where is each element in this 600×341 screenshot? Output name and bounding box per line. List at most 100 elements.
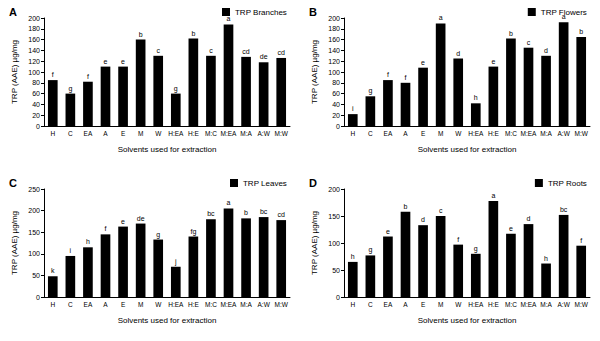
svg-text:A:W: A:W [258, 130, 271, 137]
svg-text:TRP (AAE) µg/mg: TRP (AAE) µg/mg [310, 211, 319, 275]
svg-text:b: b [244, 209, 248, 216]
svg-text:i: i [70, 247, 72, 254]
svg-text:M:C: M:C [205, 130, 217, 137]
svg-text:EA: EA [84, 301, 93, 308]
svg-text:140: 140 [328, 47, 340, 54]
svg-text:f: f [580, 237, 582, 244]
svg-text:200: 200 [328, 15, 340, 22]
svg-text:h: h [544, 255, 548, 262]
svg-text:d: d [527, 215, 531, 222]
svg-text:120: 120 [328, 58, 340, 65]
svg-text:D: D [309, 177, 317, 189]
svg-text:M:C: M:C [205, 301, 217, 308]
svg-text:b: b [191, 30, 195, 37]
svg-text:g: g [368, 87, 372, 95]
svg-text:120: 120 [28, 58, 40, 65]
svg-text:M:C: M:C [505, 301, 517, 308]
svg-text:EA: EA [384, 130, 393, 137]
svg-text:M:EA: M:EA [221, 301, 238, 308]
svg-text:80: 80 [332, 79, 340, 86]
svg-text:f: f [457, 236, 459, 243]
svg-text:H:EA: H:EA [468, 301, 484, 308]
svg-text:C: C [68, 130, 73, 137]
svg-text:60: 60 [32, 90, 40, 97]
svg-text:d: d [456, 50, 460, 57]
svg-text:M:W: M:W [575, 130, 589, 137]
svg-text:H: H [50, 301, 55, 308]
svg-text:b: b [404, 203, 408, 210]
svg-text:M:EA: M:EA [521, 301, 538, 308]
svg-text:M:A: M:A [240, 301, 252, 308]
svg-text:Solvents used for extraction: Solvents used for extraction [118, 145, 217, 154]
svg-text:M:A: M:A [540, 130, 552, 137]
svg-text:c: c [439, 207, 443, 214]
svg-text:H:E: H:E [188, 301, 200, 308]
svg-text:cd: cd [278, 49, 286, 56]
svg-text:g: g [68, 85, 72, 93]
svg-text:100: 100 [28, 250, 40, 257]
svg-text:H:E: H:E [488, 301, 500, 308]
svg-text:W: W [155, 301, 162, 308]
svg-text:e: e [421, 59, 425, 66]
svg-text:de: de [137, 215, 145, 222]
svg-text:160: 160 [28, 36, 40, 43]
svg-text:c: c [209, 47, 213, 54]
svg-text:H:EA: H:EA [168, 130, 184, 137]
svg-text:c: c [527, 39, 531, 46]
svg-text:f: f [87, 73, 89, 80]
svg-text:200: 200 [28, 15, 40, 22]
svg-text:a: a [227, 199, 231, 206]
svg-text:TRP (AAE) µg/mg: TRP (AAE) µg/mg [10, 40, 19, 104]
svg-text:H:EA: H:EA [468, 130, 484, 137]
svg-text:M:W: M:W [275, 130, 289, 137]
svg-text:bc: bc [260, 208, 268, 215]
svg-text:A:W: A:W [258, 301, 271, 308]
svg-text:bc: bc [560, 206, 568, 213]
svg-text:C: C [68, 301, 73, 308]
svg-text:g: g [368, 246, 372, 254]
svg-text:20: 20 [32, 112, 40, 119]
svg-text:E: E [421, 130, 426, 137]
svg-text:100: 100 [328, 69, 340, 76]
svg-text:e: e [104, 58, 108, 65]
svg-text:E: E [421, 301, 426, 308]
svg-text:0: 0 [336, 294, 340, 301]
svg-text:M:A: M:A [240, 130, 252, 137]
svg-text:200: 200 [28, 207, 40, 214]
svg-text:bc: bc [207, 210, 215, 217]
svg-text:100: 100 [28, 69, 40, 76]
svg-text:i: i [352, 105, 354, 112]
svg-text:H:E: H:E [188, 130, 200, 137]
svg-text:A:W: A:W [558, 130, 571, 137]
svg-text:TRP Branches: TRP Branches [235, 8, 287, 17]
svg-text:H: H [350, 301, 355, 308]
svg-text:W: W [155, 130, 162, 137]
svg-text:0: 0 [336, 123, 340, 130]
svg-text:e: e [121, 58, 125, 65]
svg-text:180: 180 [328, 25, 340, 32]
svg-text:M: M [438, 301, 443, 308]
svg-text:f: f [405, 74, 407, 81]
svg-text:h: h [474, 94, 478, 101]
svg-text:M: M [138, 301, 143, 308]
svg-text:Solvents used for extraction: Solvents used for extraction [418, 316, 517, 325]
svg-text:A: A [403, 130, 408, 137]
svg-text:A: A [403, 301, 408, 308]
svg-text:60: 60 [332, 90, 340, 97]
svg-text:c: c [156, 47, 160, 54]
svg-text:W: W [455, 130, 462, 137]
svg-text:H:E: H:E [488, 130, 500, 137]
svg-text:EA: EA [384, 301, 393, 308]
svg-text:de: de [260, 53, 268, 60]
svg-text:40: 40 [332, 101, 340, 108]
svg-text:W: W [455, 301, 462, 308]
svg-text:50: 50 [32, 272, 40, 279]
svg-text:f: f [52, 71, 54, 78]
svg-text:k: k [51, 267, 55, 274]
svg-text:TRP (AAE) µg/mg: TRP (AAE) µg/mg [310, 40, 319, 104]
svg-text:80: 80 [32, 79, 40, 86]
svg-text:C: C [368, 130, 373, 137]
svg-text:M: M [438, 130, 443, 137]
svg-text:150: 150 [328, 213, 340, 220]
svg-text:e: e [121, 218, 125, 225]
